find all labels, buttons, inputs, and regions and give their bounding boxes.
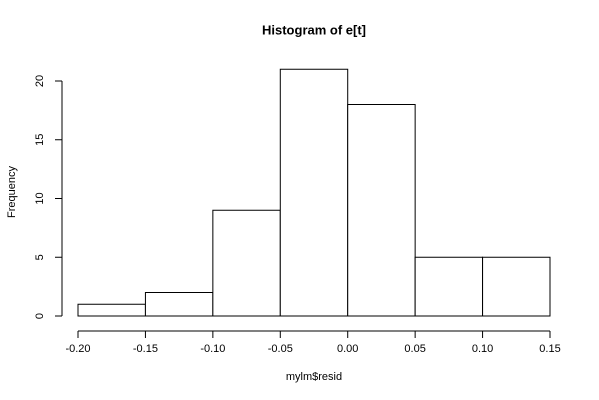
bar [347, 104, 416, 317]
bar [144, 292, 214, 317]
x-tick-label: 0.05 [404, 343, 425, 355]
y-tick-label: 15 [34, 134, 46, 146]
bar [482, 256, 551, 317]
x-tick-label: -0.15 [133, 343, 158, 355]
y-tick-label: 20 [34, 75, 46, 87]
bar [77, 303, 146, 317]
x-tick-label: -0.10 [200, 343, 225, 355]
y-tick-label: 5 [34, 254, 46, 260]
x-tick-label: 0.00 [337, 343, 358, 355]
x-tick-label: -0.20 [65, 343, 90, 355]
y-tick-label: 10 [34, 192, 46, 204]
bar [414, 256, 484, 317]
bar [279, 68, 349, 317]
x-tick-label: 0.10 [472, 343, 493, 355]
x-tick-label: -0.05 [268, 343, 293, 355]
y-tick-label: 0 [34, 313, 46, 319]
y-axis-label: Frequency [6, 166, 18, 218]
x-tick-label: 0.15 [539, 343, 560, 355]
chart-title: Histogram of e[t] [262, 22, 366, 37]
x-axis-label: mylm$resid [286, 371, 342, 383]
bar [212, 209, 281, 317]
